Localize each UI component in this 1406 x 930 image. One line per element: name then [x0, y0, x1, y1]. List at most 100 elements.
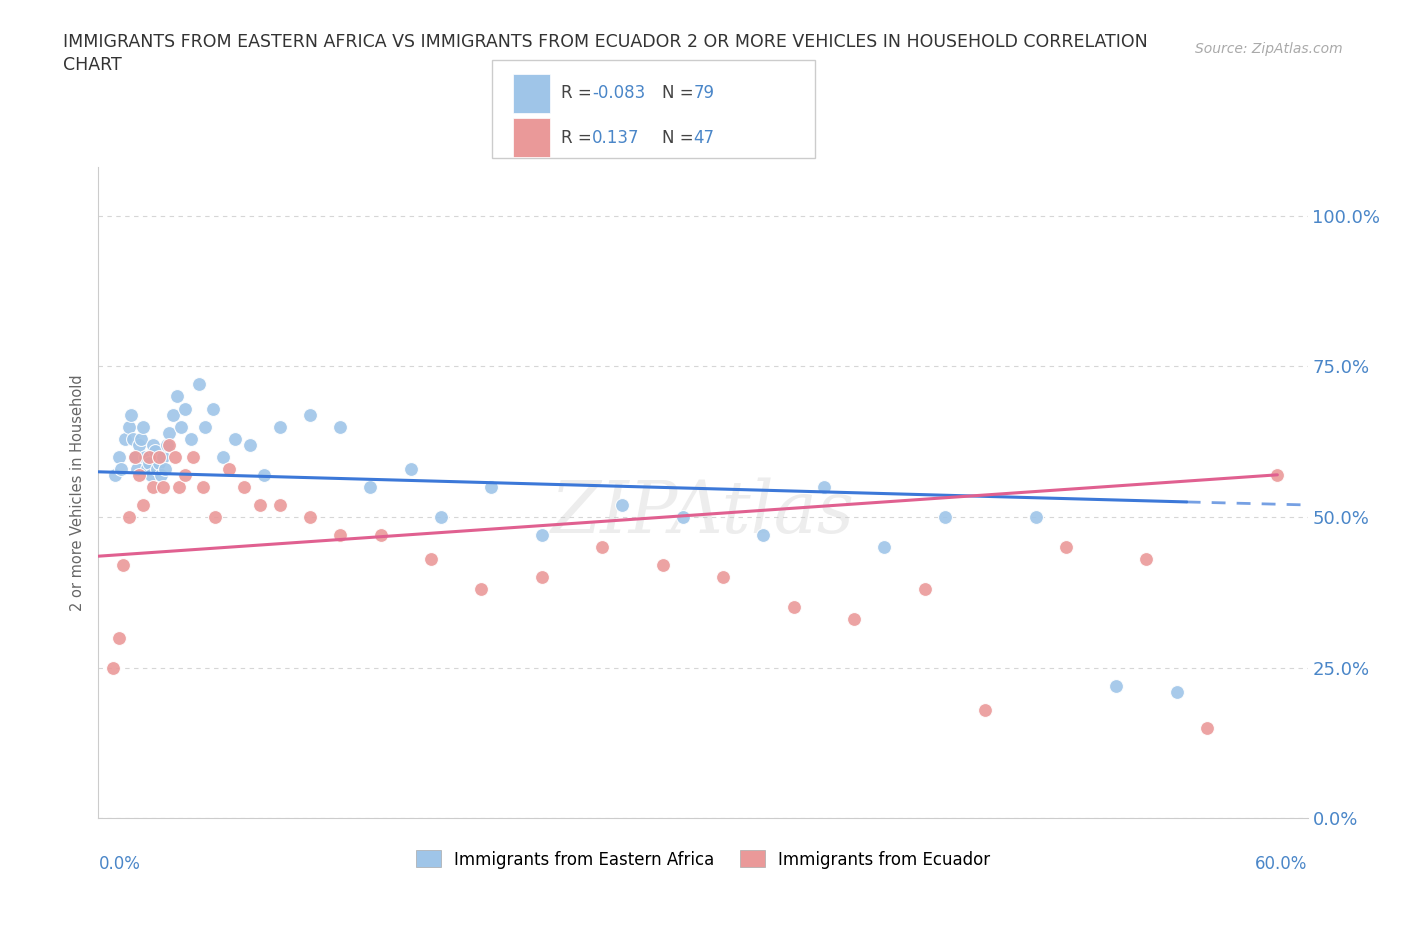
Text: N =: N = [662, 128, 699, 147]
Point [118, 419, 141, 434]
Point [138, 456, 160, 471]
Point [194, 419, 217, 434]
Point [752, 527, 775, 542]
Point [157, 437, 180, 452]
Point [1267, 468, 1289, 483]
Point [224, 432, 246, 446]
Point [129, 432, 152, 446]
Point [148, 449, 170, 464]
Point [101, 660, 124, 675]
Point [124, 449, 146, 464]
Point [711, 570, 734, 585]
Point [481, 480, 503, 495]
Text: IMMIGRANTS FROM EASTERN AFRICA VS IMMIGRANTS FROM ECUADOR 2 OR MORE VEHICLES IN : IMMIGRANTS FROM EASTERN AFRICA VS IMMIGR… [63, 33, 1149, 74]
Text: N =: N = [662, 85, 699, 102]
Point [170, 419, 193, 434]
Point [146, 461, 169, 476]
Point [299, 510, 322, 525]
Point [110, 461, 132, 476]
Point [132, 419, 155, 434]
Point [249, 498, 271, 512]
Point [125, 461, 148, 476]
Text: 79: 79 [693, 85, 714, 102]
Point [1166, 684, 1188, 699]
Point [114, 432, 136, 446]
Point [149, 468, 172, 483]
Point [360, 480, 382, 495]
Point [157, 425, 180, 440]
Point [239, 437, 262, 452]
Point [152, 449, 174, 464]
Point [399, 461, 422, 476]
Point [1195, 721, 1218, 736]
Point [156, 437, 179, 452]
Point [530, 527, 553, 542]
Point [269, 498, 291, 512]
Point [1135, 551, 1157, 566]
Point [370, 527, 392, 542]
Point [174, 468, 197, 483]
Point [783, 600, 806, 615]
Point [143, 444, 166, 458]
Point [202, 401, 225, 416]
Point [299, 407, 322, 422]
Text: Source: ZipAtlas.com: Source: ZipAtlas.com [1195, 42, 1343, 56]
Point [111, 558, 134, 573]
Point [873, 539, 896, 554]
Point [253, 468, 276, 483]
Point [180, 432, 202, 446]
Point [204, 510, 226, 525]
Point [329, 527, 352, 542]
Point [148, 456, 170, 471]
Point [193, 480, 215, 495]
Point [167, 480, 190, 495]
Point [591, 539, 613, 554]
Point [124, 449, 146, 464]
Point [107, 449, 129, 464]
Point [103, 468, 125, 483]
Text: R =: R = [561, 85, 598, 102]
Point [188, 377, 211, 392]
Point [134, 449, 156, 464]
Point [139, 468, 162, 483]
Y-axis label: 2 or more Vehicles in Household: 2 or more Vehicles in Household [70, 375, 86, 611]
Point [128, 437, 150, 452]
Point [218, 461, 240, 476]
Text: R =: R = [561, 128, 598, 147]
Point [269, 419, 291, 434]
Text: 0.0%: 0.0% [98, 855, 141, 872]
Point [844, 612, 866, 627]
Point [329, 419, 352, 434]
Point [174, 401, 197, 416]
Text: 47: 47 [693, 128, 714, 147]
Point [974, 702, 997, 717]
Text: 0.137: 0.137 [592, 128, 640, 147]
Point [181, 449, 204, 464]
Point [152, 480, 174, 495]
Point [1024, 510, 1046, 525]
Point [914, 582, 936, 597]
Legend: Immigrants from Eastern Africa, Immigrants from Ecuador: Immigrants from Eastern Africa, Immigran… [409, 844, 997, 875]
Point [612, 498, 634, 512]
Point [132, 498, 155, 512]
Point [813, 480, 835, 495]
Point [530, 570, 553, 585]
Point [232, 480, 254, 495]
Point [162, 407, 184, 422]
Point [142, 480, 165, 495]
Point [651, 558, 673, 573]
Point [135, 461, 157, 476]
Point [420, 551, 443, 566]
Point [212, 449, 235, 464]
Point [128, 468, 150, 483]
Point [153, 461, 176, 476]
Point [163, 449, 186, 464]
Point [166, 389, 188, 404]
Point [107, 631, 129, 645]
Point [120, 407, 142, 422]
Point [118, 510, 141, 525]
Point [672, 510, 695, 525]
Point [934, 510, 956, 525]
Point [430, 510, 453, 525]
Text: 60.0%: 60.0% [1256, 855, 1308, 872]
